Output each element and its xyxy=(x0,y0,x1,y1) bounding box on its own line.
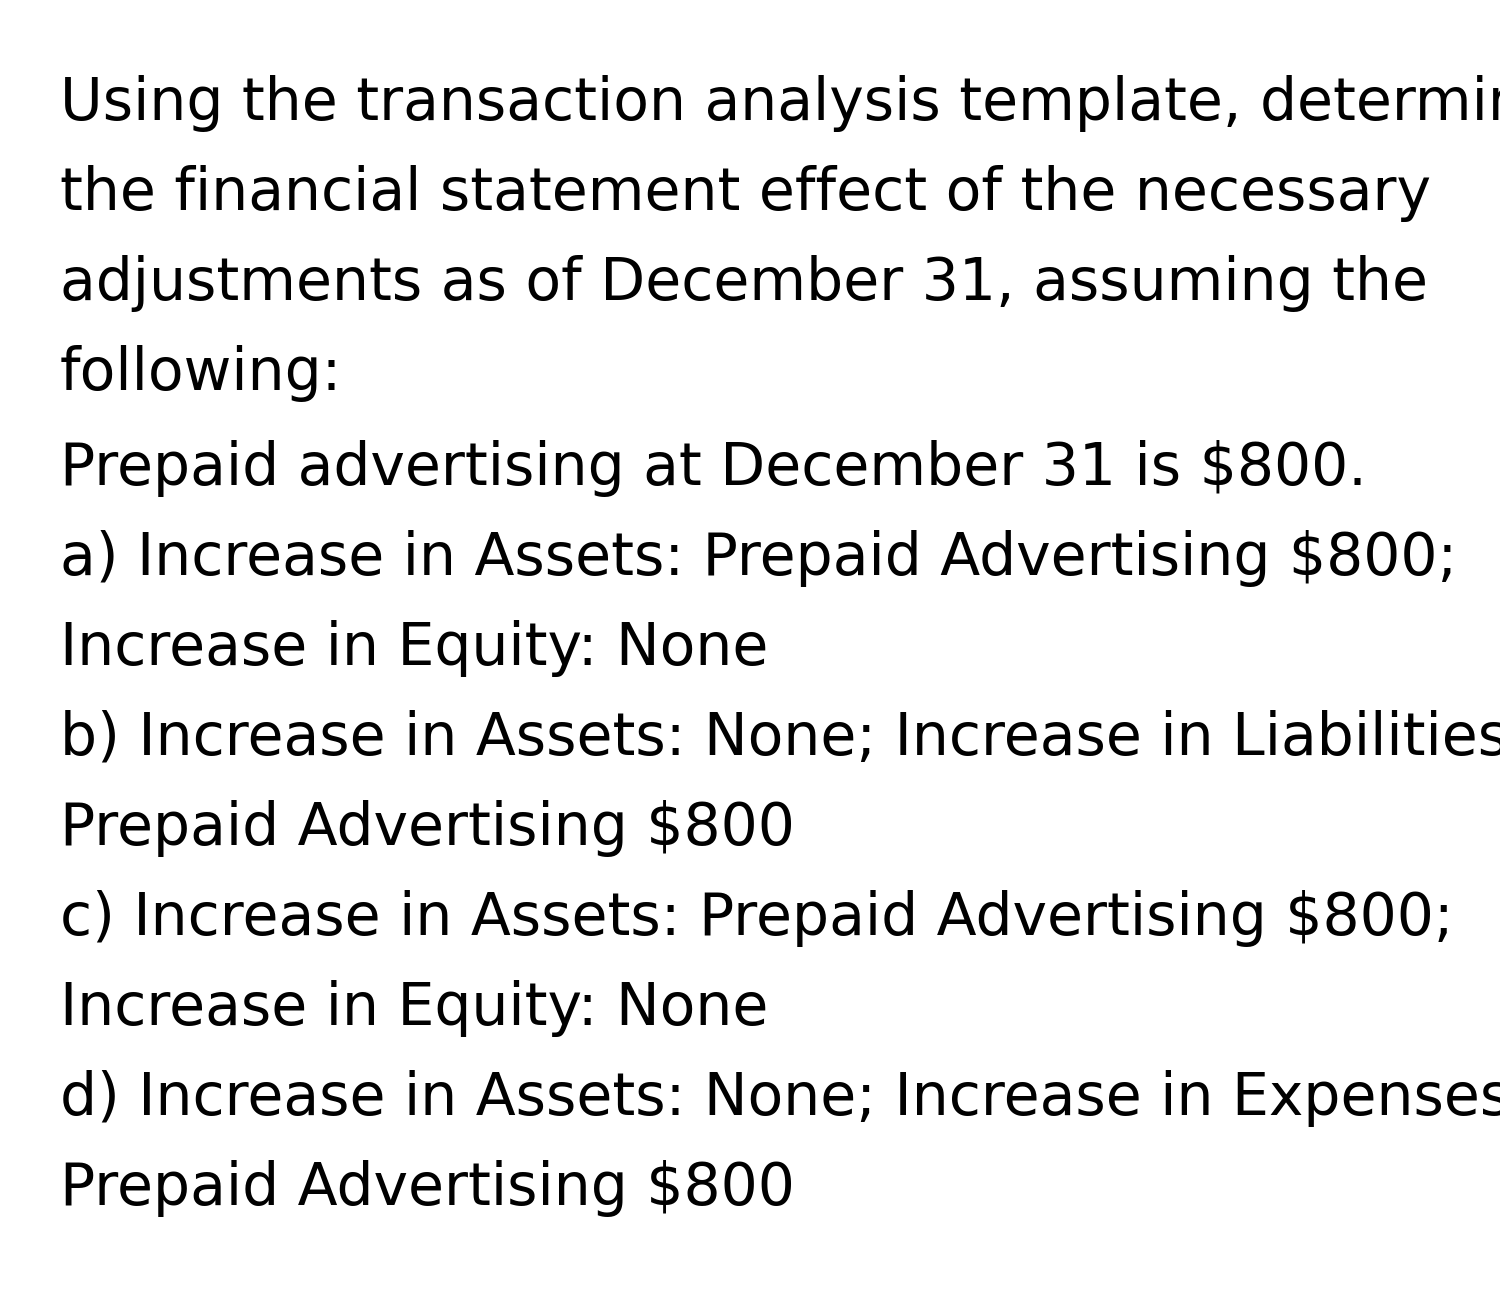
Text: adjustments as of December 31, assuming the: adjustments as of December 31, assuming … xyxy=(60,256,1428,312)
Text: d) Increase in Assets: None; Increase in Expenses:: d) Increase in Assets: None; Increase in… xyxy=(60,1071,1500,1127)
Text: Prepaid advertising at December 31 is $800.: Prepaid advertising at December 31 is $8… xyxy=(60,439,1366,497)
Text: b) Increase in Assets: None; Increase in Liabilities:: b) Increase in Assets: None; Increase in… xyxy=(60,709,1500,767)
Text: Increase in Equity: None: Increase in Equity: None xyxy=(60,981,768,1037)
Text: Increase in Equity: None: Increase in Equity: None xyxy=(60,619,768,677)
Text: Using the transaction analysis template, determine: Using the transaction analysis template,… xyxy=(60,76,1500,132)
Text: following:: following: xyxy=(60,346,342,402)
Text: a) Increase in Assets: Prepaid Advertising $800;: a) Increase in Assets: Prepaid Advertisi… xyxy=(60,529,1456,587)
Text: c) Increase in Assets: Prepaid Advertising $800;: c) Increase in Assets: Prepaid Advertisi… xyxy=(60,891,1454,947)
Text: Prepaid Advertising $800: Prepaid Advertising $800 xyxy=(60,799,795,857)
Text: the financial statement effect of the necessary: the financial statement effect of the ne… xyxy=(60,166,1431,222)
Text: Prepaid Advertising $800: Prepaid Advertising $800 xyxy=(60,1161,795,1217)
